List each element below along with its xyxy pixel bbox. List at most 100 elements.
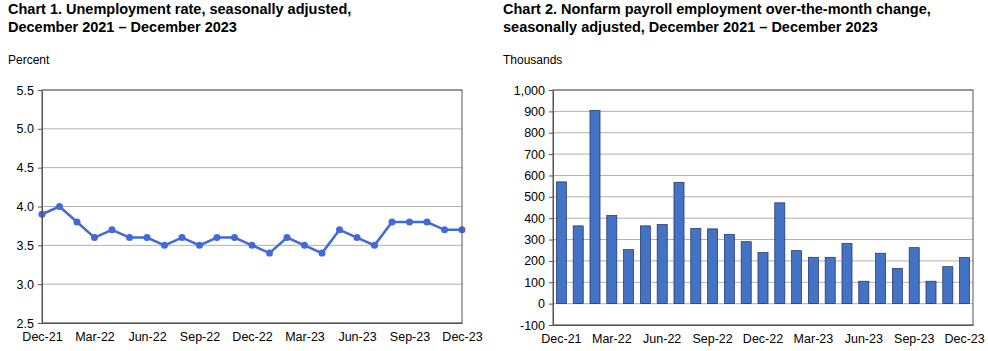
x-tick: Dec-22: [232, 323, 272, 344]
marker: [336, 226, 343, 233]
y-tick-label: 3.5: [17, 239, 34, 253]
y-tick-mark: [38, 245, 42, 246]
marker: [266, 250, 273, 257]
bar: [691, 228, 701, 303]
marker: [319, 250, 326, 257]
x-tick: Mar-23: [285, 323, 325, 344]
y-tick: 3.0: [17, 278, 42, 292]
y-tick-label: 600: [524, 169, 545, 183]
plot-frame: [553, 90, 973, 325]
x-tick-label: Jun-23: [845, 332, 883, 346]
grid-line: [553, 132, 973, 133]
x-tick-label: Sep-22: [180, 330, 220, 344]
marker: [144, 234, 151, 241]
bar: [624, 250, 634, 304]
x-tick: Sep-23: [894, 325, 934, 346]
y-tick-mark: [549, 240, 553, 241]
x-tick-label: Mar-22: [75, 330, 115, 344]
bar: [892, 268, 902, 303]
x-tick: Jun-23: [338, 323, 376, 344]
y-tick-label: 500: [524, 190, 545, 204]
y-tick: 100: [524, 276, 553, 290]
y-tick-label: 5.5: [17, 84, 34, 98]
x-tick-label: Sep-23: [894, 332, 934, 346]
y-tick: 5.5: [17, 84, 42, 98]
y-tick: 200: [524, 254, 553, 268]
x-tick: Sep-23: [390, 323, 430, 344]
y-tick-label: 5.0: [17, 122, 34, 136]
x-tick: Dec-21: [22, 323, 62, 344]
x-tick: Sep-22: [180, 323, 220, 344]
canvas: Chart 1. Unemployment rate, seasonally a…: [0, 0, 988, 351]
x-tick: Dec-23: [442, 323, 482, 344]
marker: [301, 242, 308, 249]
y-axis-label: Percent: [8, 53, 50, 67]
y-tick: 600: [524, 169, 553, 183]
y-tick-mark: [38, 90, 42, 91]
bar: [556, 182, 566, 304]
grid-line: [42, 206, 462, 207]
y-tick-label: 4.5: [17, 161, 34, 175]
x-tick: Mar-23: [794, 325, 834, 346]
y-tick-mark: [38, 168, 42, 169]
y-tick-mark: [549, 111, 553, 112]
bar: [640, 226, 650, 304]
chart: Chart 1. Unemployment rate, seasonally a…: [8, 1, 483, 344]
line: [42, 207, 462, 254]
y-tick-label: -100: [520, 319, 545, 333]
x-tick-label: Dec-22: [232, 330, 272, 344]
bar: [825, 257, 835, 303]
chart-title: Chart 2. Nonfarm payroll employment over…: [503, 1, 931, 35]
y-tick-label: 400: [524, 212, 545, 226]
y-tick-label: 900: [524, 105, 545, 119]
x-axis: Dec-21Mar-22Jun-22Sep-22Dec-22Mar-23Jun-…: [541, 325, 985, 346]
marker: [249, 242, 256, 249]
y-tick-mark: [549, 282, 553, 283]
x-axis: Dec-21Mar-22Jun-22Sep-22Dec-22Mar-23Jun-…: [22, 323, 482, 344]
y-tick-label: 4.0: [17, 200, 34, 214]
bar: [792, 251, 802, 304]
x-tick: Dec-21: [541, 325, 581, 346]
x-tick-label: Mar-23: [285, 330, 325, 344]
marker: [161, 242, 168, 249]
y-tick: 4.0: [17, 200, 42, 214]
y-tick-mark: [549, 325, 553, 326]
x-tick-label: Jun-23: [338, 330, 376, 344]
bar: [741, 242, 751, 304]
bar: [657, 225, 667, 304]
y-tick: 0: [538, 297, 553, 311]
marker: [371, 242, 378, 249]
grid-line: [42, 284, 462, 285]
marker: [424, 219, 431, 226]
x-tick-label: Dec-23: [944, 332, 984, 346]
y-tick: 800: [524, 126, 553, 140]
y-tick: 3.5: [17, 239, 42, 253]
marker: [406, 219, 413, 226]
marker: [196, 242, 203, 249]
bar: [876, 253, 886, 303]
grid: [42, 90, 462, 323]
x-tick-label: Dec-21: [541, 332, 581, 346]
y-tick-label: 300: [524, 233, 545, 247]
marker: [214, 234, 221, 241]
y-tick-mark: [38, 129, 42, 130]
x-tick-label: Sep-22: [692, 332, 732, 346]
marker: [126, 234, 133, 241]
y-axis-line: [553, 91, 554, 326]
y-tick-mark: [549, 133, 553, 134]
x-tick: Mar-22: [75, 323, 115, 344]
bar: [674, 182, 684, 303]
marker: [179, 234, 186, 241]
marker: [74, 219, 81, 226]
marker: [441, 226, 448, 233]
marker: [231, 234, 238, 241]
y-tick-label: 3.0: [17, 278, 34, 292]
x-axis-line: [43, 323, 463, 324]
x-tick-label: Dec-21: [22, 330, 62, 344]
y-tick-mark: [549, 154, 553, 155]
y-tick: 700: [524, 148, 553, 162]
y-tick: 1,000: [514, 84, 553, 98]
x-tick-label: Mar-22: [592, 332, 632, 346]
y-tick-label: 800: [524, 126, 545, 140]
y-axis-line: [42, 91, 43, 324]
